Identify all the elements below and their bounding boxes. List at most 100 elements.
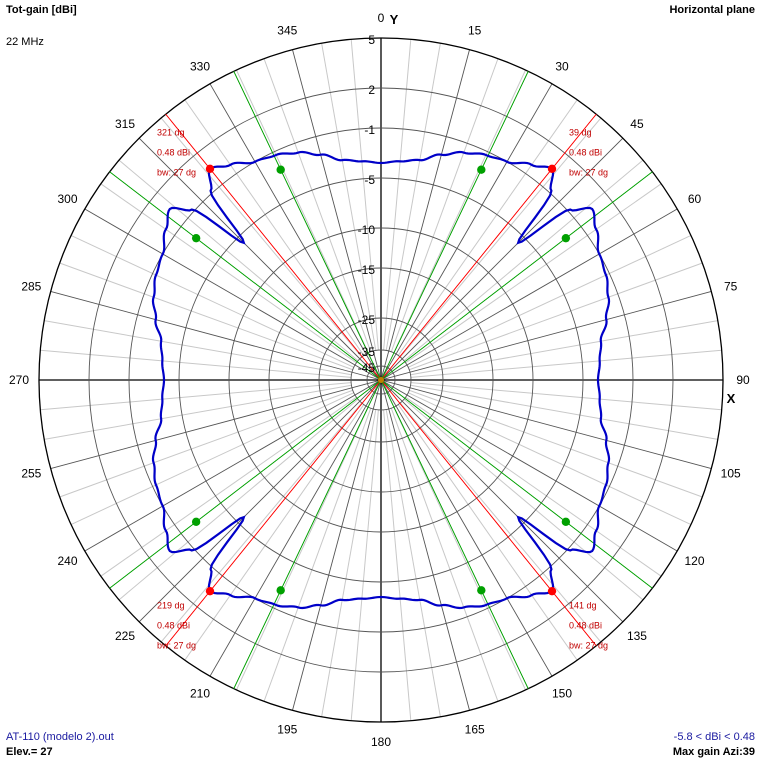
minor-spoke	[118, 159, 359, 362]
grid-ring	[318, 317, 444, 443]
minor-spoke	[263, 58, 372, 352]
ring-label: -25	[358, 313, 376, 327]
minor-spoke	[40, 349, 352, 378]
ring-label: 2	[368, 83, 375, 97]
angle-label: 330	[190, 59, 210, 73]
angle-label: 180	[371, 735, 391, 749]
marker-annotation: 0.48 dBi	[569, 148, 602, 158]
max-gain-label: Max gain Azi:39	[672, 746, 755, 758]
major-spoke	[292, 49, 382, 381]
gain-pattern-curve	[151, 150, 611, 610]
minor-spoke	[399, 117, 602, 358]
ring-label: -10	[358, 223, 376, 237]
minor-spoke	[350, 39, 379, 351]
angle-label: 210	[190, 687, 210, 701]
grid-ring	[88, 87, 674, 673]
angle-label: 270	[9, 373, 29, 387]
major-spoke	[84, 379, 382, 552]
angle-label: 240	[57, 554, 77, 568]
minor-spoke	[407, 392, 692, 525]
minor-spoke	[385, 409, 441, 717]
center-point	[378, 377, 384, 383]
grid-ring	[268, 267, 494, 493]
minor-spoke	[399, 402, 602, 643]
angle-label: 15	[468, 23, 482, 37]
minor-spoke	[383, 39, 412, 351]
minor-spoke	[100, 183, 357, 364]
minor-spoke	[390, 58, 499, 352]
chart-title: Tot-gain [dBi]	[6, 4, 77, 16]
angle-label: 105	[721, 467, 741, 481]
minor-spoke	[100, 396, 357, 577]
minor-spoke	[40, 382, 352, 411]
pattern-markers	[191, 164, 571, 596]
marker-annotation: bw: 27 dg	[569, 168, 608, 178]
angle-label: 135	[627, 629, 647, 643]
minor-spoke	[410, 382, 722, 411]
angle-label: 0	[378, 11, 385, 25]
minor-spoke	[321, 409, 377, 717]
minor-spoke	[160, 117, 363, 358]
marker-annotation: 219 dg	[157, 600, 185, 610]
angle-label: 150	[552, 687, 572, 701]
minor-spoke	[184, 99, 365, 356]
angle-label: 225	[115, 629, 135, 643]
minor-spoke	[321, 43, 377, 351]
minor-spoke	[383, 409, 412, 721]
major-spoke	[50, 291, 382, 381]
beamwidth-marker	[561, 517, 571, 527]
frequency-label: 22 MHz	[6, 36, 44, 48]
minor-spoke	[385, 43, 441, 351]
angle-label: 315	[115, 117, 135, 131]
major-spoke	[380, 379, 624, 623]
beamwidth-marker	[191, 517, 201, 527]
minor-spoke	[405, 396, 662, 577]
angle-label: 300	[57, 192, 77, 206]
minor-spoke	[409, 262, 703, 371]
grid-ring	[228, 227, 534, 533]
minor-spoke	[236, 69, 369, 354]
ring-label: -45	[358, 361, 376, 375]
plane-label: Horizontal plane	[669, 4, 755, 16]
marker-annotation: 0.48 dBi	[157, 620, 190, 630]
major-spoke	[209, 83, 382, 381]
major-spoke	[380, 49, 470, 381]
marker-annotation: bw: 27 dg	[157, 168, 196, 178]
major-spoke	[138, 137, 382, 381]
angle-label: 255	[21, 467, 41, 481]
major-spoke	[380, 291, 712, 381]
minor-spoke	[410, 320, 718, 376]
elevation-label: Elev.= 27	[6, 746, 53, 758]
major-spoke	[380, 379, 553, 677]
angle-label: 345	[277, 23, 297, 37]
beamwidth-marker	[276, 586, 285, 595]
minor-spoke	[160, 402, 363, 643]
angle-label: 90	[736, 373, 750, 387]
beamwidth-marker	[276, 165, 285, 174]
file-name: AT-110 (modelo 2).out	[6, 731, 114, 743]
minor-spoke	[263, 408, 372, 702]
max-gain-marker	[205, 586, 215, 596]
minor-spoke	[390, 408, 499, 702]
angle-label: 165	[465, 723, 485, 737]
minor-spoke	[59, 389, 353, 498]
minor-spoke	[59, 262, 353, 371]
major-spoke	[50, 379, 382, 469]
major-spoke	[84, 208, 382, 381]
axis-labels: 0153045607590105120135150165180195210225…	[9, 11, 750, 749]
marker-annotation: bw: 27 dg	[157, 640, 196, 650]
marker-annotation: 141 dg	[569, 600, 597, 610]
y-axis-letter: Y	[390, 12, 399, 27]
x-axis-letter: X	[727, 391, 736, 406]
angle-label: 75	[724, 279, 738, 293]
major-spoke	[380, 379, 678, 552]
ring-label: -35	[358, 345, 376, 359]
grid-ring	[350, 349, 412, 411]
marker-annotation: 321 dg	[157, 128, 185, 138]
major-spoke	[138, 379, 382, 623]
gain-pattern	[151, 150, 611, 610]
grid-ring	[366, 365, 396, 395]
marker-annotation: 0.48 dBi	[569, 620, 602, 630]
minor-spoke	[184, 404, 365, 661]
ring-label: 5	[368, 33, 375, 47]
